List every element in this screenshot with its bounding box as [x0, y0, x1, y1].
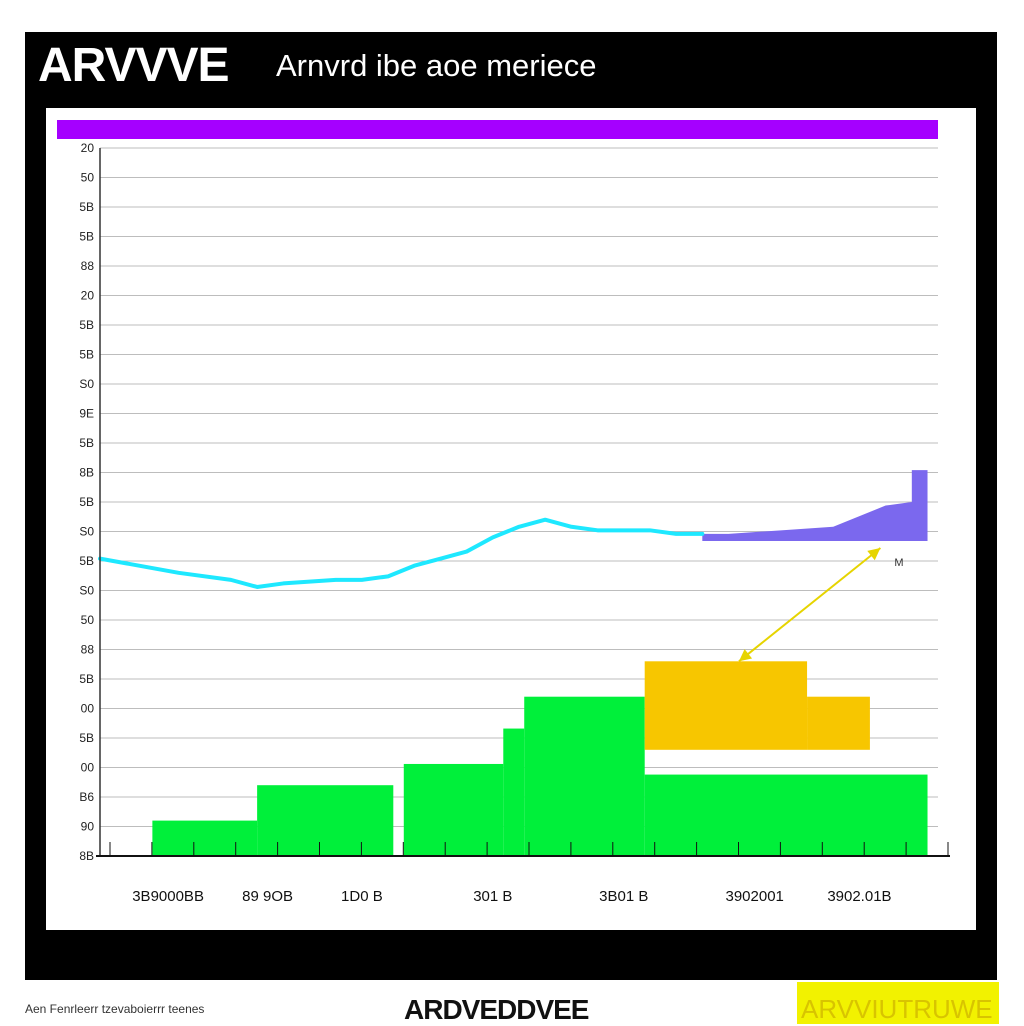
y-axis-tick-labels: 8B 90 B6 00 5B 00 5B 88 50 S0 5B S0 5B 8B 5B 9E S0 5B 5B 20…	[79, 141, 94, 863]
y-tick-label: S0	[79, 377, 94, 391]
annotation-arrowhead	[867, 548, 881, 561]
brand-logo: ARVVVE	[38, 39, 230, 92]
y-tick-label: 5B	[79, 230, 94, 244]
x-tick-label: 89 9OB	[242, 888, 293, 905]
y-tick-label: 90	[81, 820, 95, 834]
y-tick-label: 50	[81, 613, 95, 627]
bar-green	[403, 763, 504, 856]
x-tick-label: 3B9000BB	[132, 888, 204, 905]
y-tick-label: 5B	[79, 495, 94, 509]
y-tick-label: 20	[81, 289, 95, 303]
bar-green	[524, 696, 645, 856]
annotation-arrowtail	[738, 649, 753, 662]
axes	[96, 148, 950, 857]
y-tick-label: S0	[79, 525, 94, 539]
footer-title: ARDVEDDVEE	[404, 994, 589, 1025]
x-tick-label: 1D0 B	[341, 888, 383, 905]
bar-green	[644, 774, 928, 856]
bar-yellow	[807, 696, 870, 750]
bar-green	[503, 728, 525, 856]
y-tick-label: 00	[81, 702, 95, 716]
y-tick-label: 00	[81, 761, 95, 775]
y-tick-label: 5B	[79, 200, 94, 214]
line-series-path	[98, 517, 705, 589]
y-tick-label: 88	[81, 643, 95, 657]
annotation-arrow	[738, 547, 882, 663]
line-series	[98, 470, 928, 589]
annotation-label: M	[894, 557, 903, 569]
y-tick-label: 9E	[79, 407, 94, 421]
y-tick-label: 20	[81, 141, 95, 155]
annotations: M	[738, 547, 904, 663]
footer-badge: ARVVIUTRUWE	[797, 982, 999, 1024]
grid-lines	[100, 147, 938, 857]
y-tick-label: B6	[79, 790, 94, 804]
y-tick-label: 88	[81, 259, 95, 273]
chart-canvas: 8B 90 B6 00 5B 00 5B 88 50 S0 5B S0 5B 8B 5B 9E S0 5B 5B 20…	[57, 120, 950, 905]
y-tick-label: 5B	[79, 554, 94, 568]
x-tick-label: 3902.01B	[827, 888, 891, 905]
y-tick-label: 5B	[79, 318, 94, 332]
chart-panel: 8B 90 B6 00 5B 00 5B 88 50 S0 5B S0 5B 8B 5B 9E S0 5B 5B 20…	[46, 108, 976, 930]
y-tick-label: 5B	[79, 436, 94, 450]
y-tick-label: 5B	[79, 348, 94, 362]
chart-banner	[57, 120, 938, 139]
y-tick-label: 8B	[79, 849, 94, 863]
bar-yellow	[644, 661, 808, 750]
y-tick-label: 5B	[79, 731, 94, 745]
y-tick-label: 5B	[79, 672, 94, 686]
area-series	[702, 470, 928, 541]
chart-subtitle: Arnvrd ibe aoe meriece	[276, 48, 597, 83]
x-tick-label: 301 B	[473, 888, 512, 905]
x-tick-label: 3B01 B	[599, 888, 648, 905]
footer-caption: Aen Fenrleerr tzevaboierrr teenes	[25, 1002, 205, 1016]
y-tick-label: S0	[79, 584, 94, 598]
bars	[152, 661, 928, 856]
y-tick-label: 50	[81, 171, 95, 185]
x-tick-label: 3902001	[725, 888, 783, 905]
y-tick-label: 8B	[79, 466, 94, 480]
x-axis-tick-labels: 3B9000BB 89 9OB 1D0 B 301 B 3B01 B 3902001 390…	[132, 888, 891, 905]
bar-green	[152, 820, 258, 856]
bar-green	[257, 785, 394, 856]
